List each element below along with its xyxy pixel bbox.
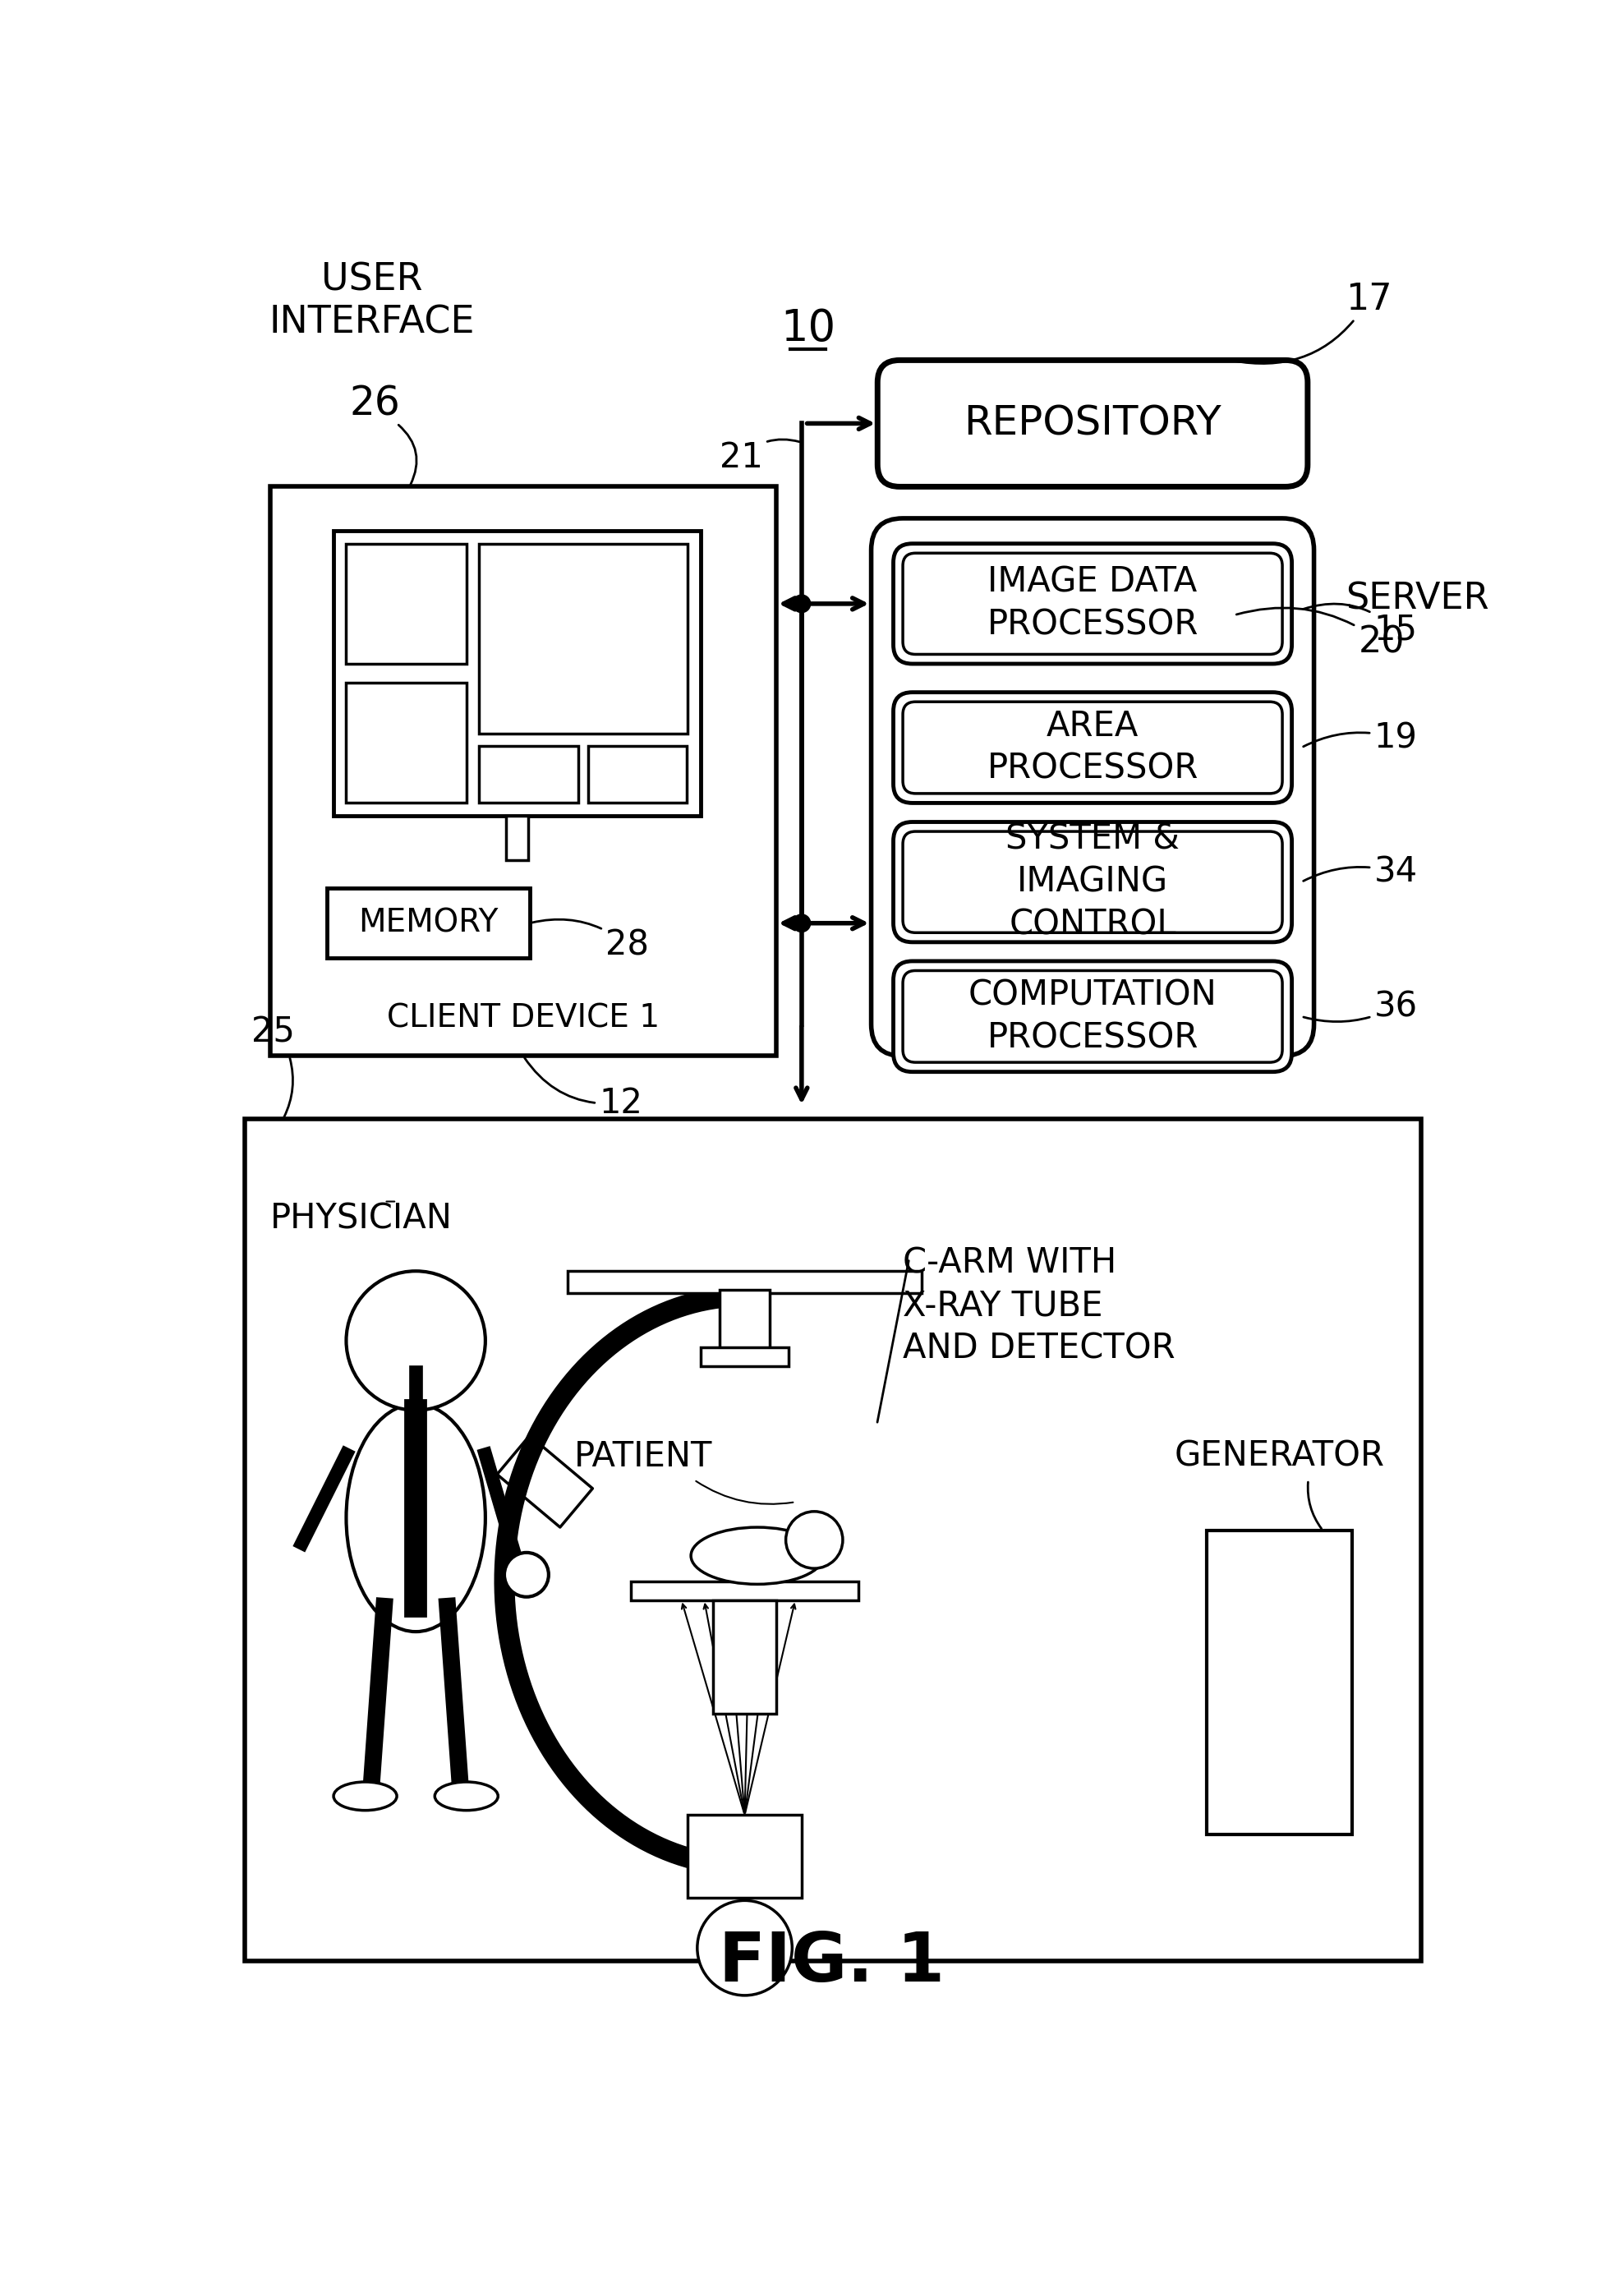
Text: FIG. 1: FIG. 1 — [719, 1928, 945, 1994]
FancyBboxPatch shape — [903, 971, 1283, 1062]
Ellipse shape — [346, 1403, 486, 1633]
Text: CLIENT DEVICE 1: CLIENT DEVICE 1 — [387, 1003, 659, 1035]
Text: 12: 12 — [525, 1057, 643, 1121]
Text: REPOSITORY: REPOSITORY — [963, 405, 1221, 443]
Circle shape — [786, 1512, 843, 1569]
Text: 36: 36 — [1304, 989, 1418, 1023]
FancyBboxPatch shape — [870, 518, 1314, 1055]
Text: 25: 25 — [252, 1014, 296, 1051]
Text: AREA
PROCESSOR: AREA PROCESSOR — [987, 709, 1199, 787]
FancyBboxPatch shape — [903, 832, 1283, 932]
Text: PHYSICIAN: PHYSICIAN — [270, 1201, 453, 1237]
Ellipse shape — [333, 1783, 396, 1810]
Circle shape — [697, 1901, 793, 1994]
Bar — [630, 1580, 859, 1601]
Circle shape — [346, 1271, 486, 1410]
Text: IMAGE DATA
PROCESSOR: IMAGE DATA PROCESSOR — [987, 566, 1199, 641]
Bar — [270, 487, 776, 1055]
Text: GENERATOR: GENERATOR — [1174, 1439, 1384, 1474]
FancyBboxPatch shape — [877, 359, 1307, 487]
Text: SERVER: SERVER — [1346, 582, 1489, 616]
Text: 10: 10 — [781, 307, 835, 350]
Bar — [346, 543, 466, 664]
Bar — [568, 1271, 922, 1294]
Bar — [479, 746, 578, 803]
Bar — [588, 746, 687, 803]
Text: USER
INTERFACE: USER INTERFACE — [268, 262, 474, 341]
FancyBboxPatch shape — [903, 703, 1283, 794]
Text: 28: 28 — [531, 919, 650, 962]
Text: MEMORY: MEMORY — [359, 907, 499, 939]
Text: C-ARM WITH
X-RAY TUBE
AND DETECTOR: C-ARM WITH X-RAY TUBE AND DETECTOR — [903, 1246, 1176, 1367]
Text: 21: 21 — [719, 439, 799, 475]
Text: COMPUTATION
PROCESSOR: COMPUTATION PROCESSOR — [968, 978, 1216, 1055]
Text: 26: 26 — [349, 384, 400, 423]
FancyBboxPatch shape — [893, 543, 1291, 664]
Bar — [328, 889, 529, 957]
Bar — [689, 1815, 802, 1897]
Bar — [713, 1601, 776, 1715]
Bar — [245, 1119, 1421, 1960]
Ellipse shape — [690, 1528, 823, 1585]
Circle shape — [505, 1553, 549, 1596]
Text: 17: 17 — [1233, 282, 1392, 364]
Ellipse shape — [435, 1783, 499, 1810]
Bar — [479, 543, 689, 735]
Bar — [719, 1289, 770, 1353]
Text: SYSTEM &
IMAGING
CONTROL: SYSTEM & IMAGING CONTROL — [1005, 823, 1179, 941]
Text: 19: 19 — [1304, 721, 1418, 755]
Text: 20: 20 — [1236, 607, 1405, 659]
Bar — [333, 530, 700, 816]
Bar — [700, 1346, 789, 1367]
Circle shape — [793, 914, 810, 932]
Text: 15: 15 — [1304, 605, 1418, 648]
Bar — [505, 816, 528, 860]
Bar — [1207, 1530, 1351, 1835]
FancyBboxPatch shape — [893, 962, 1291, 1071]
FancyBboxPatch shape — [903, 553, 1283, 655]
FancyBboxPatch shape — [893, 691, 1291, 803]
FancyBboxPatch shape — [893, 821, 1291, 941]
Text: PATIENT: PATIENT — [575, 1439, 713, 1474]
Circle shape — [793, 596, 810, 612]
Text: 34: 34 — [1304, 855, 1418, 889]
Bar — [346, 682, 466, 803]
